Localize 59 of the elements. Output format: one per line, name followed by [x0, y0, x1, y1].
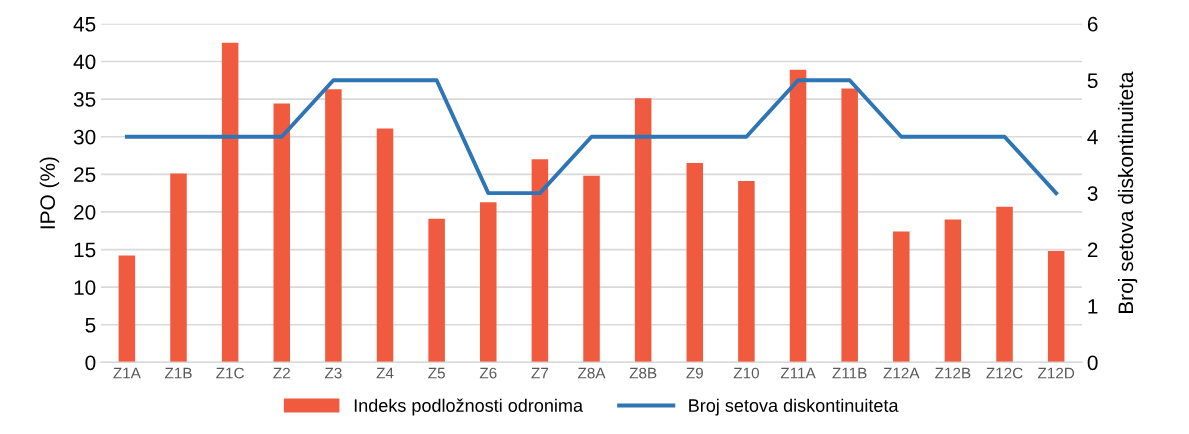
bar — [273, 103, 291, 363]
x-tick-label: Z9 — [686, 367, 703, 379]
y-tick-label: 15 — [74, 242, 96, 258]
bar — [738, 181, 755, 363]
bar — [428, 218, 445, 363]
bar — [480, 202, 497, 363]
x-tick-label: Z12C — [986, 367, 1023, 379]
y2-tick-label: 4 — [1087, 129, 1098, 145]
bar — [893, 231, 910, 363]
x-tick-label: Z11A — [780, 367, 816, 379]
legend-label: Indeks podložnosti odronima — [354, 398, 584, 416]
x-tick-label: Z12B — [935, 367, 971, 379]
bar — [221, 42, 239, 363]
y-tick-label: 40 — [73, 54, 96, 70]
bar — [170, 173, 187, 363]
x-tick-label: Z1C — [216, 367, 244, 379]
y-tick-label: 25 — [74, 167, 96, 183]
legend-label: Broj setova diskontinuiteta — [689, 398, 899, 416]
bar — [996, 206, 1013, 363]
bar — [1047, 251, 1065, 363]
x-tick-label: Z7 — [531, 367, 549, 379]
bar — [789, 69, 807, 363]
bar — [583, 175, 600, 363]
x-tick-label: Z3 — [324, 367, 342, 379]
y-tick-label: 30 — [73, 129, 96, 145]
bar — [376, 128, 394, 363]
y2-tick-label: 1 — [1088, 299, 1098, 314]
bar — [634, 98, 652, 363]
bar — [531, 159, 549, 363]
y-tick-label: 5 — [85, 317, 96, 333]
bar — [686, 163, 704, 363]
x-tick-label: Z4 — [376, 367, 394, 379]
y2-axis-title: Broj setova diskontinuiteta — [1117, 71, 1138, 314]
y-tick-label: 35 — [73, 92, 96, 107]
x-tick-label: Z1B — [164, 367, 192, 379]
x-tick-label: Z12A — [883, 367, 920, 379]
x-tick-label: Z12D — [1037, 367, 1075, 379]
y2-tick-label: 0 — [1087, 355, 1098, 371]
x-tick-label: Z1A — [113, 367, 141, 379]
y-tick-label: 0 — [85, 355, 96, 371]
y2-tick-label: 6 — [1087, 16, 1098, 32]
x-tick-label: Z8B — [629, 367, 657, 379]
y2-tick-label: 5 — [1087, 73, 1098, 89]
bar — [944, 219, 962, 363]
y2-tick-label: 3 — [1087, 186, 1098, 201]
y-tick-label: 45 — [73, 17, 96, 32]
x-tick-label: Z2 — [273, 367, 290, 379]
bar — [118, 255, 136, 363]
bar — [841, 88, 858, 363]
x-tick-label: Z6 — [479, 367, 497, 379]
x-tick-label: Z11B — [832, 367, 867, 379]
x-tick-label: Z10 — [733, 367, 759, 379]
y-tick-label: 10 — [74, 280, 96, 295]
y-axis-title: IPO (%) — [39, 157, 60, 229]
y2-tick-label: 2 — [1087, 242, 1098, 258]
x-tick-label: Z5 — [428, 367, 445, 379]
y-tick-label: 20 — [74, 204, 96, 220]
x-tick-label: Z8A — [578, 367, 606, 379]
bar — [325, 89, 342, 363]
